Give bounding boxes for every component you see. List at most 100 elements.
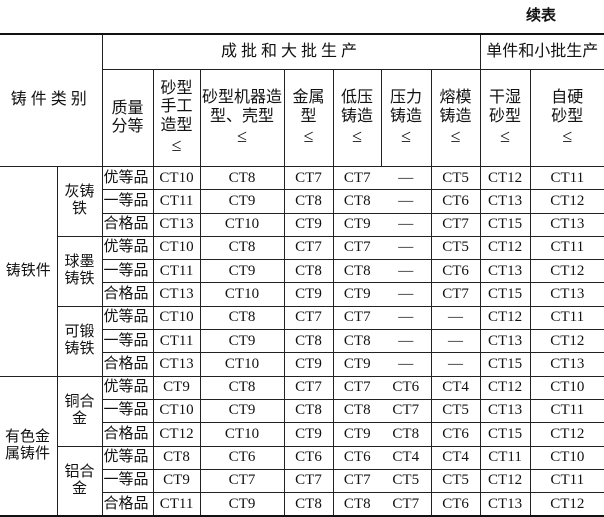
header-method: 干湿砂型 ≤ bbox=[479, 69, 531, 167]
ct-value: CT8 bbox=[152, 445, 201, 470]
header-method: 砂型手工造型 ≤ bbox=[152, 69, 201, 167]
ct-value: CT11 bbox=[479, 445, 531, 470]
method-label: 金属型 bbox=[292, 89, 325, 125]
ct-value: CT12 bbox=[529, 189, 604, 214]
ct-value: CT4 bbox=[431, 445, 481, 470]
header-method: 自硬砂型 ≤ bbox=[529, 69, 604, 167]
quality-grade: 一等品 bbox=[102, 329, 154, 354]
quality-grade: 合格品 bbox=[102, 282, 154, 307]
header-method: 压力铸造 ≤ bbox=[380, 69, 432, 167]
ct-value: CT8 bbox=[199, 165, 285, 191]
table-row: 合格品 CT13 CT10 CT9 CT9— CT7 CT15 CT13 bbox=[0, 282, 604, 307]
header-batch-small: 单件和小批生产 bbox=[479, 33, 604, 70]
ct-value: CT7 bbox=[332, 375, 382, 400]
ct-value: CT15 bbox=[479, 282, 531, 307]
ct-value: CT8 bbox=[199, 305, 285, 331]
ct-value: CT9 bbox=[199, 492, 285, 517]
ct-value: CT11 bbox=[529, 398, 604, 424]
header-method: 熔模铸造 ≤ bbox=[430, 69, 481, 167]
table-row: 铝合金 优等品 CT8 CT6 CT6 CT6 CT4 CT4 CT11 CT10 bbox=[0, 445, 604, 517]
ct-value: CT11 bbox=[152, 259, 201, 284]
ct-value: CT13 bbox=[152, 282, 201, 307]
ct-value: CT8 bbox=[332, 259, 382, 284]
ct-value: CT7 bbox=[199, 468, 285, 494]
ct-value: CT9 bbox=[332, 352, 382, 377]
quality-grade: 优等品 bbox=[101, 375, 154, 400]
category-label: 有色金属铸件 bbox=[5, 428, 51, 463]
quality-grade: 一等品 bbox=[102, 259, 154, 284]
ct-value: CT8 bbox=[283, 329, 334, 354]
method-label: 压力铸造 bbox=[390, 89, 423, 125]
ct-value: CT13 bbox=[529, 352, 604, 377]
header-category: 铸件类别 bbox=[0, 33, 103, 167]
header-method: 砂型机器造型、壳型 ≤ bbox=[199, 69, 285, 167]
subcategory-cell: 可锻铸铁 bbox=[57, 305, 103, 377]
continued-label: 续表 bbox=[526, 8, 557, 24]
ct-value: CT7 bbox=[431, 282, 481, 307]
ct-value: — bbox=[381, 189, 432, 214]
ct-value: — bbox=[381, 305, 432, 331]
ct-value: CT13 bbox=[479, 189, 531, 214]
ct-value: CT11 bbox=[529, 165, 604, 191]
ct-value: CT8 bbox=[332, 189, 382, 214]
quality-grade: 一等品 bbox=[102, 398, 154, 424]
method-label: 熔模铸造 bbox=[439, 89, 472, 125]
ct-value: CT9 bbox=[283, 352, 334, 377]
ct-value: CT10 bbox=[152, 235, 201, 261]
ct-value: CT10 bbox=[199, 352, 285, 377]
ct-value: CT12 bbox=[152, 422, 201, 447]
subcategory-label: 铝合金 bbox=[64, 463, 95, 497]
ct-value: CT9 bbox=[199, 259, 285, 284]
ct-value: CT12 bbox=[479, 165, 531, 191]
ct-value: CT9 bbox=[332, 282, 382, 307]
ct-value: CT4 bbox=[431, 375, 481, 400]
subcategory-cell: 灰铸铁 bbox=[56, 166, 103, 237]
ct-value: CT13 bbox=[529, 212, 604, 237]
ct-value: — bbox=[381, 329, 432, 354]
ct-value: CT11 bbox=[529, 468, 604, 494]
ct-value: CT6 bbox=[199, 445, 285, 470]
ct-value: CT9 bbox=[199, 398, 285, 424]
table-row: 铸铁件 灰铸铁 优等品 CT10 CT8 CT7 CT7— CT5 CT12 CT11 bbox=[0, 165, 604, 377]
quality-grade: 合格品 bbox=[102, 352, 154, 377]
table-row: 球墨铸铁 优等品 CT10 CT8 CT7 CT7— CT5 CT12 CT11 bbox=[0, 235, 604, 307]
less-equal-symbol: ≤ bbox=[237, 126, 247, 147]
ct-value: — bbox=[381, 212, 432, 237]
table-row: 可锻铸铁 优等品 CT10 CT8 CT7 CT7— — CT12 CT11 bbox=[0, 305, 604, 377]
ct-value: CT6 bbox=[431, 259, 481, 284]
ct-value: CT9 bbox=[283, 422, 334, 447]
ct-value: CT15 bbox=[479, 212, 531, 237]
ct-value: CT12 bbox=[479, 375, 531, 400]
less-equal-symbol: ≤ bbox=[450, 126, 461, 147]
subcategory-label: 铜合金 bbox=[64, 393, 95, 428]
ct-value: CT6 bbox=[381, 375, 432, 400]
header-method: 金属型 ≤ bbox=[283, 69, 334, 167]
ct-value: CT7 bbox=[332, 165, 382, 191]
ct-value: — bbox=[431, 352, 481, 377]
table-row: 一等品 CT10 CT9 CT8 CT8 CT7 CT5 CT13 CT11 bbox=[0, 398, 604, 424]
subcategory-label: 球墨铸铁 bbox=[64, 254, 95, 288]
ct-value: CT12 bbox=[479, 305, 531, 331]
ct-value: CT6 bbox=[431, 189, 481, 214]
ct-value: CT7 bbox=[283, 375, 334, 400]
ct-value: CT6 bbox=[431, 492, 481, 517]
ct-value: CT10 bbox=[152, 398, 201, 424]
ct-value: CT10 bbox=[529, 375, 604, 400]
ct-value: CT13 bbox=[479, 259, 531, 284]
ct-value: CT10 bbox=[199, 282, 285, 307]
quality-grade: 优等品 bbox=[101, 235, 154, 261]
ct-value: CT7 bbox=[381, 492, 432, 517]
ct-value: CT5 bbox=[431, 468, 481, 494]
ct-value: CT8 bbox=[332, 398, 382, 424]
less-equal-symbol: ≤ bbox=[562, 126, 573, 147]
ct-value: CT11 bbox=[152, 189, 201, 214]
quality-grade: 合格品 bbox=[102, 492, 154, 517]
table-row: 合格品 CT13 CT10 CT9 CT9— — CT15 CT13 bbox=[0, 352, 604, 377]
ct-value: — bbox=[381, 282, 432, 307]
table-row: 一等品 CT11 CT9 CT8 CT8— — CT13 CT12 bbox=[0, 329, 604, 354]
ct-value: CT8 bbox=[199, 235, 285, 261]
header-quality-label: 质量分等 bbox=[111, 99, 144, 135]
ct-value: CT5 bbox=[431, 165, 481, 191]
quality-grade: 一等品 bbox=[102, 189, 154, 214]
ct-value: CT9 bbox=[283, 282, 334, 307]
